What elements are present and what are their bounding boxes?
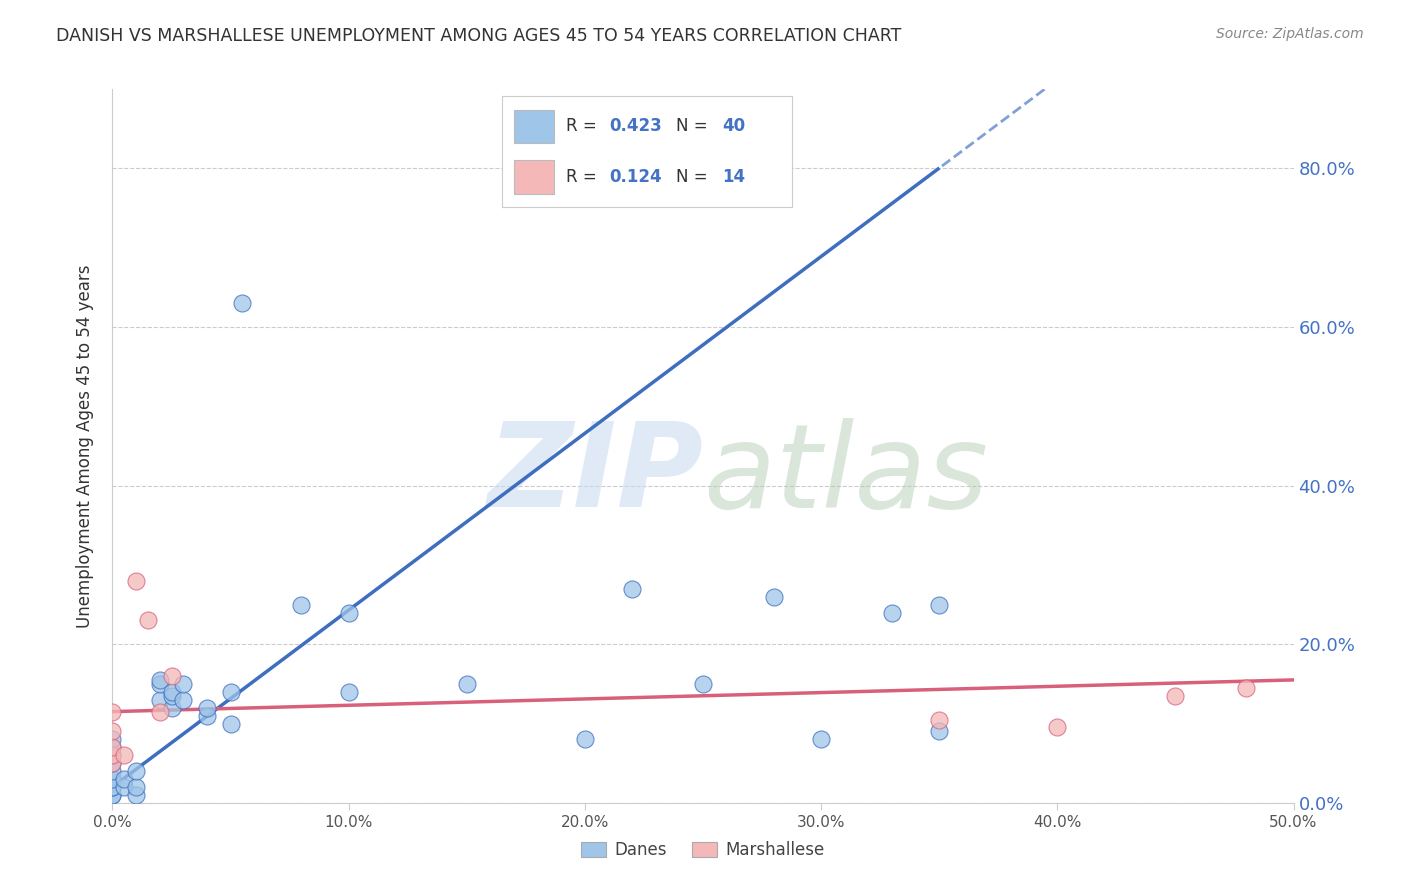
- Point: [112, 772, 135, 786]
- Point: [762, 590, 785, 604]
- Point: [101, 732, 124, 747]
- Point: [101, 740, 124, 755]
- Y-axis label: Unemployment Among Ages 45 to 54 years: Unemployment Among Ages 45 to 54 years: [76, 264, 94, 628]
- Point: [101, 740, 124, 755]
- Point: [172, 692, 194, 706]
- Text: ZIP: ZIP: [486, 417, 703, 532]
- Point: [136, 614, 159, 628]
- Point: [290, 598, 312, 612]
- Text: DANISH VS MARSHALLESE UNEMPLOYMENT AMONG AGES 45 TO 54 YEARS CORRELATION CHART: DANISH VS MARSHALLESE UNEMPLOYMENT AMONG…: [56, 27, 901, 45]
- Point: [101, 772, 124, 786]
- Point: [149, 677, 172, 691]
- Point: [160, 689, 183, 703]
- Point: [101, 788, 124, 802]
- Point: [231, 296, 253, 310]
- Point: [125, 764, 148, 778]
- Point: [101, 780, 124, 794]
- Point: [149, 692, 172, 706]
- Point: [337, 685, 360, 699]
- Point: [172, 677, 194, 691]
- Point: [928, 598, 950, 612]
- Point: [880, 606, 903, 620]
- Point: [101, 780, 124, 794]
- Text: Source: ZipAtlas.com: Source: ZipAtlas.com: [1216, 27, 1364, 41]
- Point: [101, 756, 124, 771]
- Point: [621, 582, 644, 596]
- Point: [195, 700, 218, 714]
- Point: [928, 713, 950, 727]
- Point: [101, 748, 124, 763]
- Point: [337, 606, 360, 620]
- Point: [149, 673, 172, 687]
- Point: [574, 732, 596, 747]
- Point: [195, 708, 218, 723]
- Point: [219, 685, 242, 699]
- Point: [1234, 681, 1257, 695]
- Point: [149, 705, 172, 719]
- Point: [456, 677, 478, 691]
- Point: [810, 732, 832, 747]
- Point: [101, 748, 124, 763]
- Point: [692, 677, 714, 691]
- Point: [125, 780, 148, 794]
- Point: [1164, 689, 1187, 703]
- Point: [125, 788, 148, 802]
- Point: [928, 724, 950, 739]
- Point: [101, 764, 124, 778]
- Point: [160, 669, 183, 683]
- Point: [219, 716, 242, 731]
- Point: [112, 748, 135, 763]
- Point: [160, 700, 183, 714]
- Point: [101, 724, 124, 739]
- Point: [125, 574, 148, 588]
- Point: [1046, 721, 1069, 735]
- Point: [160, 685, 183, 699]
- Legend: Danes, Marshallese: Danes, Marshallese: [575, 835, 831, 866]
- Text: atlas: atlas: [703, 417, 988, 532]
- Point: [101, 788, 124, 802]
- Point: [101, 705, 124, 719]
- Point: [112, 780, 135, 794]
- Point: [101, 756, 124, 771]
